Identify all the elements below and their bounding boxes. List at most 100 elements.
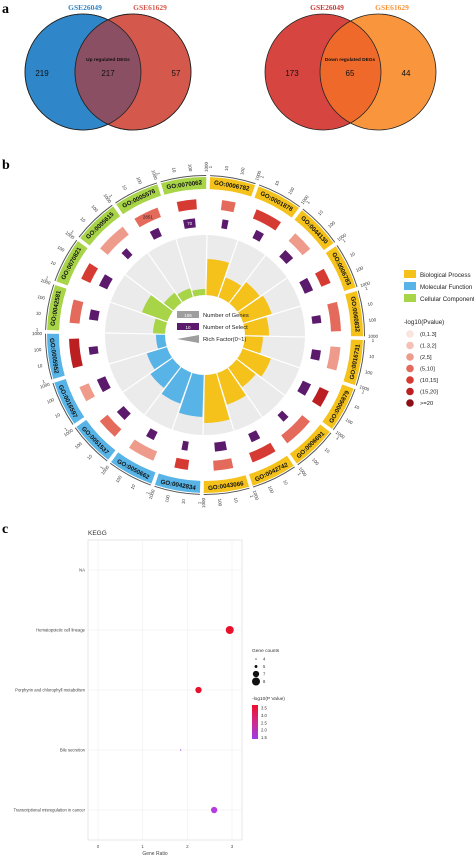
scale-tick-label: 1 — [99, 465, 105, 470]
pvalue-legend-dot — [406, 376, 414, 384]
rich-factor-bar — [228, 359, 256, 388]
go-term-segment — [345, 291, 363, 337]
scale-tick-label: 10 — [37, 363, 43, 369]
size-legend-label: 5 — [263, 664, 266, 669]
inner-legend-swatch — [177, 323, 199, 330]
venn-up-center-label: Up regulated DEGs — [86, 57, 130, 63]
size-legend-dot — [254, 665, 258, 668]
color-legend-label: 1.5 — [261, 735, 267, 740]
scale-tick-label: 10 — [317, 209, 324, 216]
scale-tick-label: 1000 — [252, 490, 260, 502]
venn-down-right-label: GSE61629 — [375, 3, 409, 12]
select-count-bar — [277, 410, 289, 422]
scale-tick-label: 10 — [349, 251, 356, 258]
size-legend-dot — [255, 658, 257, 660]
scale-tick-label: 10 — [171, 167, 177, 173]
scale-tick-label: 100 — [34, 347, 42, 353]
scale-tick-label: 1 — [259, 174, 265, 179]
pvalue-legend-label: >=20 — [420, 401, 433, 407]
rich-factor-bar — [156, 334, 167, 349]
scale-tick-label: 1 — [249, 494, 255, 498]
scale-tick-label: 1000 — [335, 430, 346, 440]
scale-tick-label: 10 — [324, 447, 331, 454]
select-count-bar — [214, 441, 227, 452]
scale-tick-label: 1 — [145, 491, 151, 496]
x-tick-label: 2 — [186, 844, 189, 849]
gene-count-label: 2851 — [143, 215, 154, 220]
scale-tick-label: 1 — [108, 194, 114, 199]
select-count-bar — [221, 219, 229, 230]
select-count-bar — [181, 440, 189, 451]
size-legend-title: Gene counts — [252, 648, 280, 654]
x-axis-label: Gene Ratio — [142, 851, 168, 857]
rich-factor-bar — [146, 347, 172, 370]
size-legend-label: 7 — [263, 672, 266, 677]
rich-factor-bar — [237, 348, 271, 377]
scale-tick-label: 100 — [239, 167, 246, 176]
y-category-label: Hematopoietic cell lineage — [36, 628, 86, 633]
scale-tick-label: 1000 — [148, 488, 156, 500]
rich-factor-bar — [243, 317, 269, 336]
rich-factor-bar — [177, 288, 193, 302]
rich-factor-bar — [153, 318, 168, 334]
scale-tick-label: 1000 — [360, 280, 372, 288]
rich-factor-bar — [163, 292, 182, 311]
panel-label-b: b — [2, 158, 10, 173]
scale-tick-label: 1 — [297, 472, 303, 477]
go-term-label: GO:0070062 — [166, 179, 203, 191]
gene-count-bar — [79, 383, 95, 402]
pvalue-legend-dot — [406, 341, 414, 350]
inner-legend-swatch — [177, 335, 199, 343]
ontology-legend-label: Cellular Component — [420, 296, 474, 303]
go-term-segment — [209, 177, 256, 197]
scale-tick-label: 10 — [121, 184, 128, 191]
scale-tick-label: 10 — [181, 498, 187, 504]
rich-factor-bar — [204, 373, 230, 423]
go-term-segment — [116, 184, 161, 215]
scale-tick-label: 1000 — [100, 464, 110, 475]
scale-tick-label: 10 — [367, 301, 373, 307]
scale-tick-label: 10 — [224, 165, 230, 171]
go-term-segment — [56, 241, 88, 286]
color-legend-label: 3.0 — [261, 713, 267, 718]
venn-up: GSE26049 GSE61629 219 Up regulated DEGs … — [24, 3, 192, 131]
scale-tick-label: 100 — [187, 164, 193, 172]
scale-tick-label: 1 — [372, 338, 375, 343]
scale-tick-label: 1000 — [102, 193, 112, 204]
color-legend-label: 3.5 — [261, 706, 267, 711]
pvalue-legend-title: -log10(Pvalue) — [404, 319, 444, 326]
scale-tick-label: 10 — [79, 216, 86, 223]
select-count-bar — [310, 349, 321, 361]
scale-tick-label: 1000 — [204, 161, 209, 172]
scale-tick-label: 100 — [311, 457, 320, 466]
kegg-point — [180, 749, 182, 751]
gene-count-bar — [327, 301, 341, 332]
rich-factor-bar — [218, 277, 242, 303]
scale-tick-label: 1000 — [368, 334, 379, 339]
gene-count-bar — [315, 268, 331, 287]
gene-count-bar — [100, 226, 129, 255]
select-count-bar — [116, 406, 131, 421]
scale-tick-label: 1000 — [32, 331, 43, 336]
scale-tick-label: 100 — [365, 369, 374, 376]
rich-factor-bar — [150, 358, 181, 388]
venn-down-right-count: 44 — [402, 69, 411, 78]
venn-down: GSE26049 GSE61629 173 Down regulated DEG… — [264, 3, 437, 131]
scale-tick-label: 100 — [267, 485, 275, 494]
scale-tick-label: 1 — [342, 238, 347, 244]
rich-factor-bar — [238, 295, 272, 323]
go-term-segment — [46, 333, 65, 379]
go-term-segment — [80, 206, 121, 246]
scale-tick-label: 100 — [56, 245, 65, 253]
size-legend-dot — [252, 677, 260, 686]
scale-tick-label: 1 — [335, 435, 340, 441]
pvalue-legend-label: (5,10] — [420, 367, 435, 373]
scale-tick-label: 100 — [164, 494, 171, 503]
y-category-label: Bile secretion — [60, 748, 86, 753]
go-term-segment — [161, 177, 207, 195]
venn-down-center-label: Down regulated DEGs — [325, 57, 376, 63]
scale-tick-label: 1 — [305, 199, 311, 204]
scale-tick-label: 10 — [36, 311, 42, 317]
ontology-legend-swatch — [404, 294, 416, 302]
